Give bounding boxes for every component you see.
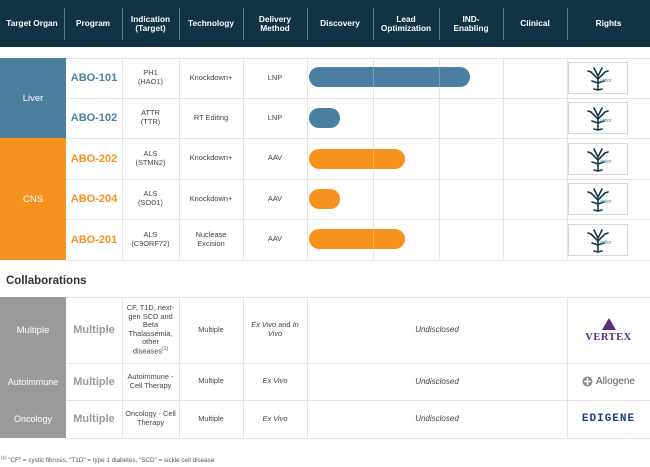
arbor-logo: arbor [568, 143, 628, 175]
indication-target: (C9ORF72) [131, 238, 170, 248]
footnote-marker: (1) [162, 345, 169, 352]
collab-status: Undisclosed [415, 414, 459, 424]
arbor-tree-icon [587, 107, 609, 131]
footnote-number: (1) [1, 455, 7, 460]
indication-label: ALS [143, 229, 158, 239]
header-technology: Technology [188, 18, 234, 29]
edigene-logo-text: EDIGENE [581, 413, 636, 425]
progress-bar [309, 229, 405, 249]
arbor-logo-text: arbor [600, 240, 612, 246]
header-indication: Indication (Target) [130, 13, 171, 33]
progress-bar [309, 149, 405, 169]
program-name: ABO-102 [70, 112, 118, 124]
progress-bar [309, 108, 340, 128]
collab-organ: Multiple [0, 297, 66, 363]
collab-status: Undisclosed [415, 325, 459, 335]
collab-organ: Autoimmune [0, 363, 66, 400]
collab-organ: Oncology [0, 400, 66, 438]
collab-indication: CF, T1D, next-gen SCD and Beta Thalassem… [124, 297, 177, 363]
edigene-logo: EDIGENE [567, 400, 650, 438]
delivery-cell: AAV [267, 234, 283, 244]
indication-target: (SOD1) [137, 198, 164, 207]
header-ind-enabling: IND-Enabling [453, 13, 489, 33]
indication-cell: ALS (STMN2) [122, 138, 179, 179]
arbor-logo: arbor [568, 102, 628, 134]
progress-bar [309, 189, 340, 209]
header-lead-optimization: Lead Optimization [380, 13, 432, 33]
allogene-cross-icon [582, 376, 593, 387]
collab-delivery: Ex Vivo [262, 376, 288, 386]
program-name: ABO-204 [70, 193, 118, 205]
delivery-cell: LNP [267, 72, 283, 82]
technology-cell: Knockdown+ [189, 193, 233, 203]
delivery-in-vivo: In Vivo [267, 320, 299, 338]
delivery-cell: AAV [267, 193, 283, 203]
collab-indication-text: CF, T1D, next-gen SCD and Beta Thalassem… [126, 303, 175, 356]
indication-cell: ALS (SOD1) [122, 179, 179, 219]
pipeline-header: Target Organ Program Indication (Target)… [0, 0, 650, 47]
footnote-text: "CF" = cystic fibrosis, "T1D" = type 1 d… [6, 457, 215, 465]
arbor-logo: arbor [568, 62, 628, 94]
header-discovery: Discovery [320, 18, 360, 29]
footnote: (1) "CF" = cystic fibrosis, "T1D" = type… [1, 455, 214, 464]
vertex-logo: VERTEX [567, 297, 650, 363]
delivery-cell: AAV [267, 153, 283, 163]
indication-target: (HAO1) [137, 77, 164, 86]
header-clinical: Clinical [520, 18, 550, 29]
delivery-cell: LNP [267, 112, 283, 122]
header-target-organ: Target Organ [6, 18, 58, 29]
delivery-and: and [276, 320, 293, 330]
arbor-logo-text: arbor [600, 159, 612, 165]
arbor-logo: arbor [568, 183, 628, 215]
vertex-triangle-icon [601, 317, 616, 330]
collab-indication: Autoimmune - Cell Therapy [127, 371, 174, 390]
indication-target: (STMN2) [135, 157, 166, 167]
header-delivery: Delivery Method [258, 13, 292, 33]
organ-liver: Liver [0, 58, 66, 138]
indication-label: PH1 [143, 68, 158, 78]
program-name: ABO-201 [70, 233, 118, 246]
allogene-logo-text: Allogene [596, 376, 635, 387]
arbor-tree-icon [587, 67, 609, 91]
indication-label: ALS [143, 189, 158, 199]
arbor-logo-text: arbor [600, 78, 612, 84]
delivery-ex-vivo: Ex Vivo [251, 320, 277, 330]
allogene-logo: Allogene [567, 363, 650, 400]
arbor-logo: arbor [568, 224, 628, 256]
collab-technology: Multiple [198, 324, 224, 334]
indication-cell: ALS (C9ORF72) [122, 219, 179, 260]
arbor-tree-icon [587, 188, 609, 212]
vertex-logo-text: VERTEX [585, 331, 632, 343]
technology-cell: RT Editing [193, 112, 229, 122]
collab-indication: Oncology - Cell Therapy [125, 409, 176, 427]
header-program: Program [75, 18, 111, 29]
indication-label: ATTR [141, 108, 160, 118]
collab-program: Multiple [73, 413, 115, 425]
collab-program: Multiple [73, 375, 115, 388]
technology-cell: Knockdown+ [189, 153, 233, 163]
collab-technology: Multiple [198, 376, 224, 386]
progress-bar [309, 67, 470, 87]
arbor-tree-icon [587, 148, 609, 172]
technology-cell: Knockdown+ [189, 72, 233, 82]
collaborations-title: Collaborations [6, 275, 87, 287]
header-rights: Rights [595, 18, 622, 29]
organ-cns: CNS [0, 138, 66, 260]
program-name: ABO-101 [70, 72, 118, 84]
collab-delivery: Ex Vivo and In Vivo [243, 297, 307, 363]
collab-technology: Multiple [198, 413, 224, 423]
collab-delivery: Ex Vivo [262, 413, 288, 423]
collab-program: Multiple [73, 324, 115, 336]
indication-cell: PH1 (HAO1) [122, 58, 179, 98]
program-name: ABO-202 [70, 152, 118, 165]
arbor-logo-text: arbor [600, 118, 612, 124]
indication-label: ALS [143, 148, 158, 158]
arbor-tree-icon [587, 229, 609, 253]
collab-status: Undisclosed [415, 376, 459, 386]
indication-cell: ATTR (TTR) [122, 98, 179, 138]
indication-target: (TTR) [140, 117, 161, 126]
technology-cell: Nuclease Excision [195, 229, 227, 248]
arbor-logo-text: arbor [600, 199, 612, 205]
